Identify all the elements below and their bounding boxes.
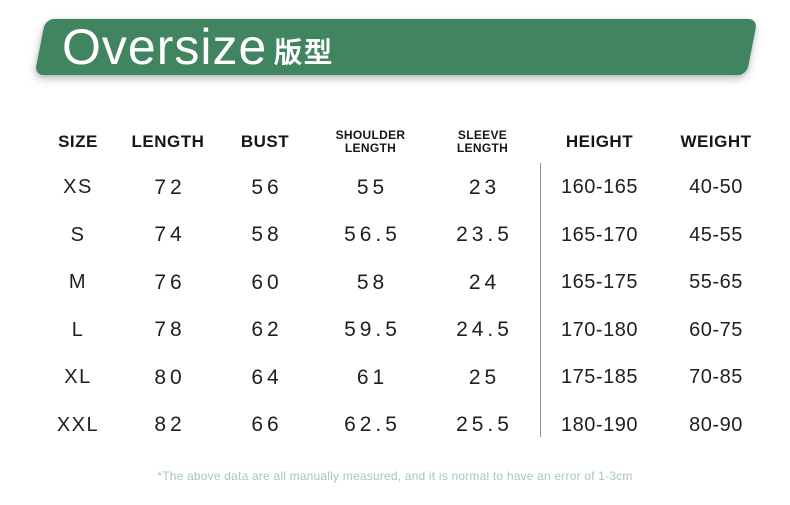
table-row-m: M 76 60 58 24 165-175 55-65 [34,259,773,307]
size-cell: S [70,223,86,246]
sleeve-cell: 24 [468,270,501,294]
banner-title: Oversize [62,19,268,75]
length-cell: 76 [154,270,186,294]
bust-cell: 64 [251,365,283,389]
header-sleeve-line2: LENGTH [456,141,509,155]
size-table: SIZE LENGTH BUST SHOULDER LENGTH SLEEVE … [34,120,773,449]
size-cell: XL [64,366,92,389]
length-cell: 74 [154,223,186,247]
height-cell: 175-185 [561,366,638,389]
length-cell: 78 [154,318,186,342]
header-shoulder-length: SHOULDER LENGTH [316,127,425,156]
height-cell: 180-190 [561,413,638,436]
weight-cell: 70-85 [689,366,743,389]
height-cell: 160-165 [561,176,638,199]
height-cell: 170-180 [561,318,638,341]
header-shoulder-line1: SHOULDER [335,127,406,142]
header-bust: BUST [240,132,290,151]
measurement-disclaimer: *The above data are all manually measure… [157,469,633,483]
bust-cell: 66 [251,413,283,437]
banner-subtitle-cjk: 版型 [274,37,335,68]
shoulder-cell: 61 [356,365,389,389]
table-row-l: L 78 62 59.5 24.5 170-180 60-75 [34,307,773,355]
header-shoulder-line2: LENGTH [344,141,397,155]
bust-cell: 58 [251,223,283,247]
header-size: SIZE [58,132,98,151]
table-row-xs: XS 72 56 55 23 160-165 40-50 [34,164,773,212]
sleeve-cell: 25 [468,365,501,389]
shoulder-cell: 55 [356,175,389,199]
shoulder-cell: 59.5 [344,318,401,342]
header-weight: WEIGHT [680,132,752,151]
sleeve-cell: 24.5 [456,318,513,342]
sleeve-cell: 23 [468,175,501,199]
shoulder-cell: 58 [356,270,389,294]
table-row-xxl: XXL 82 66 62.5 25.5 180-190 80-90 [34,402,773,450]
bust-cell: 56 [251,175,283,199]
header-height: HEIGHT [565,132,634,151]
header-length: LENGTH [131,132,205,151]
vertical-divider [540,163,541,437]
shoulder-cell: 62.5 [344,413,401,437]
length-cell: 80 [154,365,186,389]
sleeve-cell: 25.5 [456,413,513,437]
sleeve-cell: 23.5 [456,223,513,247]
size-cell: XS [63,176,93,199]
header-sleeve-line1: SLEEVE [457,127,508,142]
table-row-s: S 74 58 56.5 23.5 165-170 45-55 [34,212,773,260]
weight-cell: 55-65 [689,271,743,294]
height-cell: 165-170 [561,223,638,246]
bust-cell: 62 [251,318,283,342]
length-cell: 82 [154,413,186,437]
weight-cell: 80-90 [689,413,743,436]
header-sleeve-length: SLEEVE LENGTH [425,127,540,156]
table-header-row: SIZE LENGTH BUST SHOULDER LENGTH SLEEVE … [34,120,773,164]
size-cell: M [68,271,88,294]
bust-cell: 60 [251,270,283,294]
height-cell: 165-175 [561,271,638,294]
size-cell: XXL [56,413,100,436]
weight-cell: 60-75 [689,318,743,341]
size-cell: L [71,318,85,341]
length-cell: 72 [154,175,186,199]
shoulder-cell: 56.5 [344,223,401,247]
table-row-xl: XL 80 64 61 25 175-185 70-85 [34,354,773,402]
weight-cell: 40-50 [689,176,743,199]
weight-cell: 45-55 [689,223,743,246]
